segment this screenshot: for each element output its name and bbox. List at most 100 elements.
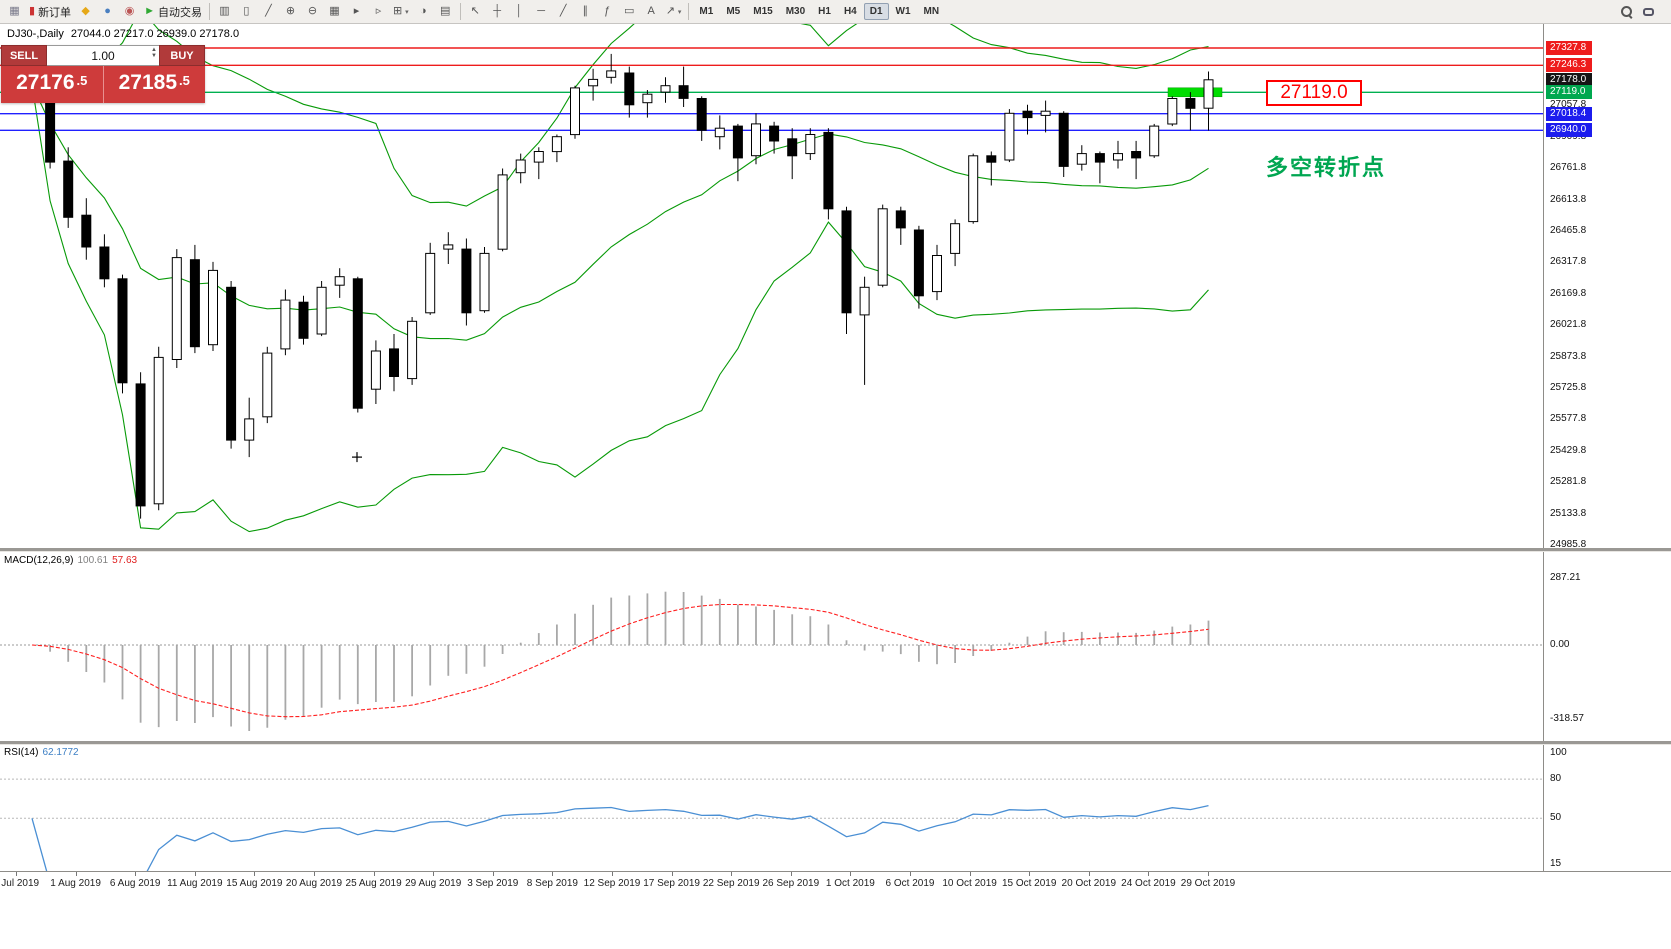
price-tick-label: 26465.8 xyxy=(1550,224,1587,236)
timeframe-m15-button[interactable]: M15 xyxy=(753,6,773,17)
timeframe-m30-button[interactable]: M30 xyxy=(785,6,806,17)
price-tick-label: 25577.8 xyxy=(1550,413,1587,425)
candle-body xyxy=(153,356,164,505)
date-label: 20 Oct 2019 xyxy=(1061,878,1117,889)
new-chart-button[interactable]: ⊞ ▾ xyxy=(390,2,412,22)
buy-price-main: 27185 xyxy=(118,71,178,94)
timeframe-h1-button[interactable]: H1 xyxy=(818,6,831,17)
candle-body xyxy=(913,229,924,297)
crosshair-button[interactable]: ┼ xyxy=(487,2,508,22)
candle-body xyxy=(787,138,798,157)
rsi-panel[interactable] xyxy=(0,745,1543,871)
time-tick xyxy=(910,872,911,876)
trendline-button[interactable]: ╱ xyxy=(553,2,574,22)
macd-panel[interactable] xyxy=(0,552,1543,741)
grid-button[interactable]: ▤ xyxy=(435,2,456,22)
new-order-icon: ▮ xyxy=(29,5,36,17)
panel-separator[interactable] xyxy=(0,548,1671,552)
chart-window-icon[interactable]: ▦ xyxy=(4,2,25,22)
tools-group: ↖ ┼ │ ─ ╱ ∥ ƒ ▭ A ↗ ▾ xyxy=(465,2,685,22)
time-tick xyxy=(1029,872,1031,876)
price-scale[interactable]: 27057.826909.826761.826613.826465.826317… xyxy=(1544,24,1671,892)
price-callout[interactable]: 27119.0 xyxy=(1266,80,1362,106)
date-label: 15 Oct 2019 xyxy=(1001,878,1057,889)
timeframe-m1-button[interactable]: M1 xyxy=(699,6,714,17)
community-icon[interactable]: ◉ xyxy=(119,2,140,22)
chart-shift-icon: ▹ xyxy=(375,5,382,17)
toolbar-right-group xyxy=(1616,2,1659,22)
timeframe-w1-button[interactable]: W1 xyxy=(895,6,911,17)
date-label: 8 Sep 2019 xyxy=(526,878,578,889)
line-chart-icon: ╱ xyxy=(265,5,272,17)
vertical-line-icon: │ xyxy=(515,5,523,17)
candle-body xyxy=(81,214,92,248)
time-tick xyxy=(492,872,494,876)
text-button[interactable]: A xyxy=(641,2,662,22)
candle-body xyxy=(551,136,562,153)
chart-shift-button[interactable]: ▹ xyxy=(368,2,389,22)
ohlc-values: 27044.0 27217.0 26939.0 27178.0 xyxy=(70,28,240,40)
panel-separator[interactable] xyxy=(0,741,1671,745)
shapes-button[interactable]: ▭ xyxy=(619,2,640,22)
channel-icon: ∥ xyxy=(582,5,588,17)
rsi-chart[interactable] xyxy=(0,745,1543,871)
date-label: 26 Sep 2019 xyxy=(762,878,820,889)
horizontal-line-button[interactable]: ─ xyxy=(531,2,552,22)
trendline-icon: ╱ xyxy=(559,5,567,17)
candlestick-chart-button[interactable]: ▯ xyxy=(236,2,257,22)
zoom-out-button[interactable]: ⊖ xyxy=(302,2,323,22)
volume-up-icon[interactable]: ▲ xyxy=(151,47,157,53)
line-chart-button[interactable]: ╱ xyxy=(258,2,279,22)
fibonacci-button[interactable]: ƒ xyxy=(597,2,618,22)
bar-chart-button[interactable]: ▥ xyxy=(214,2,235,22)
candle-body xyxy=(479,252,490,312)
timeframe-m5-button[interactable]: M5 xyxy=(726,6,741,17)
sell-button[interactable]: SELL xyxy=(1,45,47,66)
market-watch-icon[interactable]: ● xyxy=(97,2,118,22)
sell-price[interactable]: 27176 .5 xyxy=(1,66,103,103)
buy-price[interactable]: 27185 .5 xyxy=(102,66,206,103)
macd-chart[interactable] xyxy=(0,552,1543,741)
macd-scale-label: -318.57 xyxy=(1550,712,1584,724)
chart-area[interactable]: DJ30-,Daily 27044.0 27217.0 26939.0 27178… xyxy=(0,24,1543,548)
new-order-button[interactable]: ▮ 新订单 xyxy=(26,2,74,22)
timeframe-h4-button[interactable]: H4 xyxy=(843,6,857,17)
highlight-segment[interactable] xyxy=(1167,87,1223,98)
chat-icon[interactable] xyxy=(1638,2,1659,22)
history-icon-icon: ◆ xyxy=(81,5,90,17)
chat-icon xyxy=(1643,7,1654,16)
candle-body xyxy=(515,159,526,174)
channel-button[interactable]: ∥ xyxy=(575,2,596,22)
time-tick xyxy=(254,872,256,876)
candle-body xyxy=(497,174,508,250)
auto-trading-button[interactable]: ► 自动交易 xyxy=(141,2,205,22)
vertical-line-button[interactable]: │ xyxy=(509,2,530,22)
auto-scroll-button[interactable]: ▸ xyxy=(346,2,367,22)
auto-trading-icon: ► xyxy=(144,5,155,17)
tile-windows-button[interactable]: ▦ xyxy=(324,2,345,22)
profiles-button[interactable]: ◑ xyxy=(413,2,434,22)
market-watch-icon-icon: ● xyxy=(104,5,111,17)
toolbar-separator xyxy=(208,3,210,20)
arrows-button[interactable]: ↗ ▾ xyxy=(663,2,685,22)
date-label: 6 Aug 2019 xyxy=(109,878,161,889)
candle-body xyxy=(262,352,273,418)
price-tag-label: 27327.8 xyxy=(1546,41,1592,55)
time-tick xyxy=(671,872,673,876)
search-icon[interactable] xyxy=(1616,2,1637,22)
volume-down-icon[interactable]: ▼ xyxy=(151,53,157,59)
macd-name: MACD(12,26,9) xyxy=(4,555,74,566)
timeframe-d1-button[interactable]: D1 xyxy=(863,3,889,20)
history-icon[interactable]: ◆ xyxy=(75,2,96,22)
profiles-icon: ◑ xyxy=(419,5,427,17)
volume-stepper[interactable]: 1.00 ▲ ▼ xyxy=(47,45,159,66)
volume-value[interactable]: 1.00 xyxy=(91,48,115,63)
price-tick-label: 27057.8 xyxy=(1550,99,1587,111)
buy-button[interactable]: BUY xyxy=(159,45,205,66)
time-axis[interactable]: 8 Jul 2019 1 Aug 2019 6 Aug 2019 11 Aug 201… xyxy=(0,872,1671,896)
zoom-in-button[interactable]: ⊕ xyxy=(280,2,301,22)
price-tag-label: 27018.4 xyxy=(1546,106,1592,121)
new-order-button-label: 新订单 xyxy=(38,6,72,19)
timeframe-mn-button[interactable]: MN xyxy=(923,6,940,17)
cursor-button[interactable]: ↖ xyxy=(465,2,486,22)
